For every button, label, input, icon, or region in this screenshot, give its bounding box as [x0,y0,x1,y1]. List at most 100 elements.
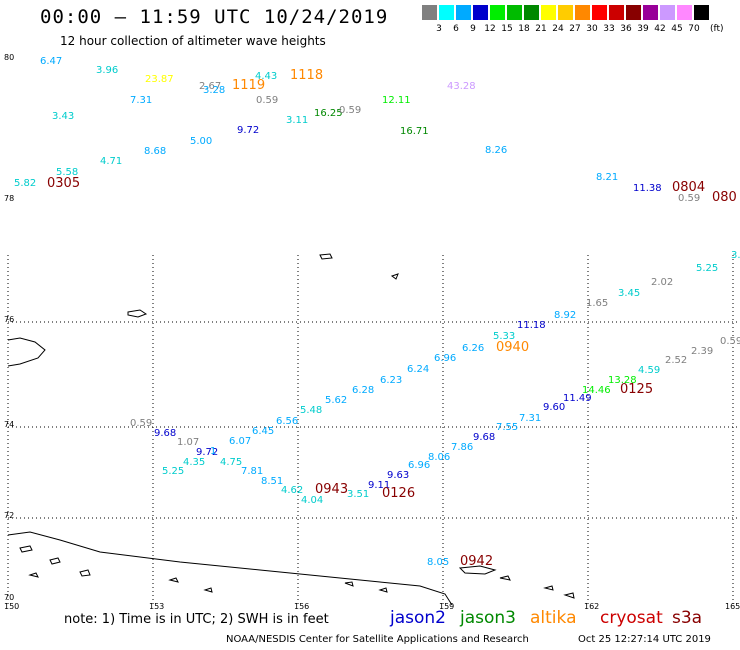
pass-time-label: 0126 [382,486,415,501]
y-tick-label: 80 [4,53,14,62]
wave-height-value: 6.96 [434,353,456,364]
legend-swatch [507,5,522,20]
wave-height-value: 4.71 [100,156,122,167]
wave-height-value: 6.07 [229,436,251,447]
legend-swatch [541,5,556,20]
wave-height-value: 3.28 [203,85,225,96]
wave-height-value: 3. [731,250,740,261]
y-tick-label: 76 [4,315,14,324]
pass-time-label: 0125 [620,382,653,397]
wave-height-value: 4.62 [281,485,303,496]
x-tick-label: 156 [294,602,309,611]
wave-height-value: 8.26 [485,145,507,156]
footnote: note: 1) Time is in UTC; 2) SWH is in fe… [64,612,329,627]
wave-height-value: 6.28 [352,385,374,396]
y-tick-label: 72 [4,511,14,520]
legend-unit: (ft) [710,24,724,34]
wave-height-value: 5.82 [14,178,36,189]
wave-height-value: 8.06 [428,452,450,463]
page-subtitle: 12 hour collection of altimeter wave hei… [60,34,326,48]
legend-swatch [439,5,454,20]
satellite-label-s3a: s3a [672,608,703,628]
pass-time-label: 1118 [290,68,323,83]
legend-label: 27 [569,24,581,34]
wave-height-value: 0.59 [678,193,700,204]
legend-label: 21 [535,24,547,34]
legend-label: 9 [470,24,476,34]
wave-height-value: 0.59 [339,105,361,116]
legend-swatch [558,5,573,20]
coastline [7,253,575,606]
x-tick-label: 162 [584,602,599,611]
y-tick-label: 74 [4,420,14,429]
satellite-label-jason2: jason2 [390,608,446,628]
legend-label: 33 [603,24,615,34]
legend-label: 18 [518,24,530,34]
wave-height-value: 16.25 [314,108,343,119]
wave-height-value: 0.59 [720,336,740,347]
wave-height-value: 4.04 [301,495,323,506]
wave-height-value: 3.96 [96,65,118,76]
wave-height-value: 2.67 [199,81,221,92]
pass-time-label: 080 [712,190,737,205]
legend-label: 39 [637,24,649,34]
x-tick-label: 150 [4,602,19,611]
legend-swatch [626,5,641,20]
legend-swatch [592,5,607,20]
wave-height-value: 6.23 [380,375,402,386]
legend-label: 30 [586,24,598,34]
wave-height-value: 11.49 [563,393,592,404]
wave-height-value: 9.72 [237,125,259,136]
wave-height-value: 9.63 [387,470,409,481]
legend-swatch [456,5,471,20]
pass-time-label: 0940 [496,340,529,355]
wave-height-value: 4.43 [255,71,277,82]
legend-label: 42 [654,24,666,34]
credit-line: NOAA/NESDIS Center for Satellite Applica… [226,634,529,645]
legend-label: 70 [688,24,700,34]
wave-height-value: 9.72 [196,447,218,458]
x-tick-label: 153 [149,602,164,611]
wave-height-value: 2.52 [665,355,687,366]
wave-height-value: 7.31 [519,413,541,424]
page-title: 00:00 — 11:59 UTC 10/24/2019 [40,6,389,28]
wave-height-value: 13.28 [608,375,637,386]
wave-height-value: 8.68 [144,146,166,157]
wave-height-value: 8.51 [261,476,283,487]
x-tick-label: 159 [439,602,454,611]
wave-height-value: 7.31 [130,95,152,106]
wave-height-value: 5.58 [56,167,78,178]
wave-height-value: 4.75 [220,457,242,468]
wave-height-value: 8.21 [596,172,618,183]
generated-timestamp: Oct 25 12:27:14 UTC 2019 [578,634,711,645]
legend-swatch [422,5,437,20]
wave-height-value: 6.24 [407,364,429,375]
legend-swatch [694,5,709,20]
legend-label: 12 [484,24,496,34]
legend-label: 3 [436,24,442,34]
wave-height-value: 6.45 [252,426,274,437]
wave-height-value: 6.26 [462,343,484,354]
wave-height-value: 1.65 [586,298,608,309]
pass-time-label: 0942 [460,554,493,569]
wave-height-value: 16.71 [400,126,429,137]
wave-height-value: 4.35 [183,457,205,468]
wave-height-value: 7.86 [451,442,473,453]
wave-height-value: 6.47 [40,56,62,67]
legend-swatch [490,5,505,20]
wave-height-value: 11.38 [633,183,662,194]
wave-height-value: 43.28 [447,81,476,92]
legend-swatch [643,5,658,20]
wave-height-value: 11.18 [517,320,546,331]
pass-time-label: 0804 [672,180,705,195]
axis-labels: 150 153 156 159 162 165 80 78 76 74 72 70 [4,53,740,611]
y-tick-label: 78 [4,194,14,203]
legend-swatch [660,5,675,20]
wave-height-value: 7.81 [241,466,263,477]
legend-label: 24 [552,24,564,34]
wave-height-value: 6.56 [276,416,298,427]
wave-height-value: 3.45 [618,288,640,299]
wave-height-value: 2.39 [691,346,713,357]
wave-height-value: 7.55 [496,422,518,433]
